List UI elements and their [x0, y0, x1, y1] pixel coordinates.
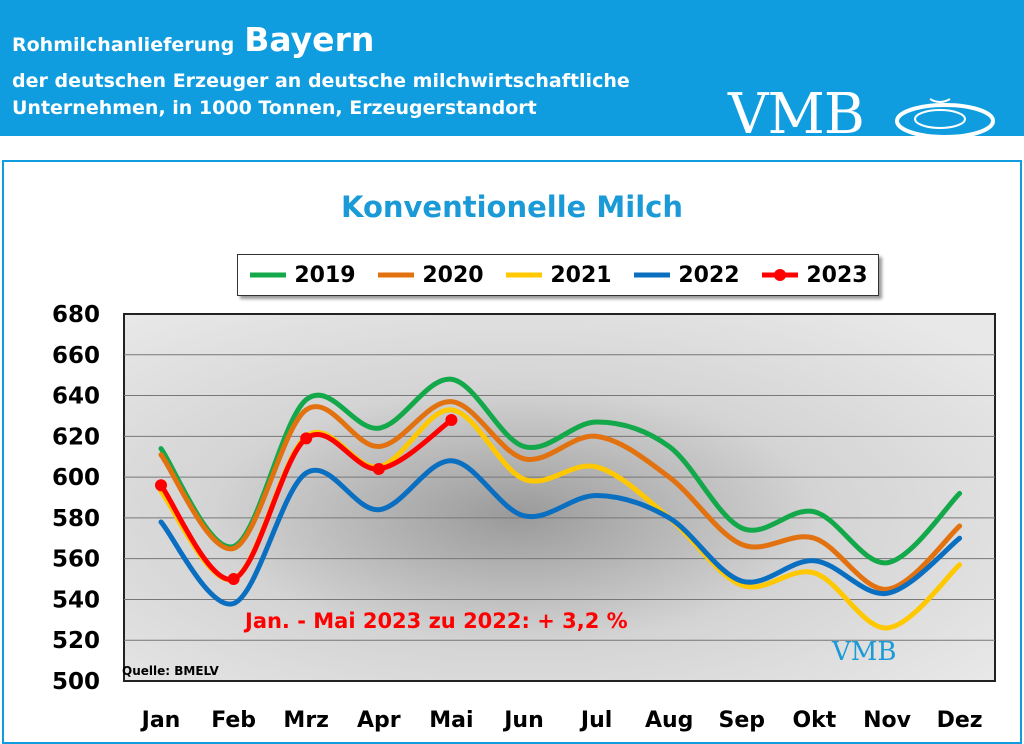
header-line2: der deutschen Erzeuger an deutsche milch… — [12, 70, 630, 92]
x-tick-label: Jun — [502, 708, 544, 733]
x-tick-label: Nov — [863, 708, 912, 733]
x-tick-label: Sep — [719, 708, 766, 733]
y-tick-label: 620 — [52, 424, 100, 450]
legend-item-2019: 2019 — [248, 262, 356, 288]
chart-frame — [2, 160, 1022, 744]
legend-swatch — [634, 272, 671, 278]
legend: 2019 2020 2021 2022 2023 — [237, 254, 879, 296]
plot-area — [123, 313, 996, 682]
header-subtitle: der deutschen Erzeuger an deutsche milch… — [12, 68, 630, 122]
header-line3: Unternehmen, in 1000 Tonnen, Erzeugersta… — [12, 97, 537, 119]
header-title: Rohmilchanlieferung Bayern — [12, 20, 374, 59]
legend-label: 2023 — [806, 262, 868, 288]
x-tick-label: Aug — [645, 708, 693, 733]
header-region: Bayern — [244, 20, 375, 59]
x-tick-label: Jul — [579, 708, 612, 733]
x-tick-label: Mrz — [283, 708, 329, 733]
legend-swatch — [506, 272, 543, 278]
y-tick-label: 580 — [52, 506, 100, 532]
data-point-2023 — [300, 432, 313, 445]
legend-item-2022: 2022 — [632, 262, 740, 288]
data-point-2023 — [155, 479, 167, 492]
header-banner: Rohmilchanlieferung Bayern der deutschen … — [0, 0, 1024, 147]
x-tick-label: Apr — [357, 708, 401, 733]
y-tick-label: 500 — [52, 669, 100, 695]
x-tick-label: Feb — [211, 708, 256, 733]
x-tick-label: Jan — [140, 708, 181, 733]
vmb-swirl-icon — [894, 97, 995, 139]
vmb-logo: VMB — [728, 82, 995, 149]
y-tick-label: 600 — [52, 465, 100, 491]
legend-item-2023: 2023 — [760, 262, 868, 288]
watermark-logo: VMB — [831, 637, 897, 667]
x-tick-label: Mai — [429, 708, 473, 733]
data-point-2023 — [445, 414, 458, 427]
y-tick-label: 540 — [52, 587, 100, 613]
series-line-2020 — [158, 399, 963, 592]
legend-label: 2020 — [422, 262, 484, 288]
chart-title: Konventionelle Milch — [340, 190, 683, 224]
legend-label: 2021 — [550, 262, 612, 288]
legend-item-2020: 2020 — [376, 262, 484, 288]
series-line-2022 — [158, 458, 963, 607]
y-tick-label: 640 — [52, 384, 100, 410]
legend-label: 2019 — [294, 262, 356, 288]
header-line1: Rohmilchanlieferung — [12, 34, 235, 56]
y-tick-label: 560 — [52, 547, 100, 573]
legend-swatch — [762, 269, 799, 281]
legend-item-2021: 2021 — [504, 262, 612, 288]
y-tick-label: 680 — [52, 302, 100, 328]
data-point-2023 — [227, 573, 240, 586]
series-line-2019 — [158, 376, 963, 566]
x-tick-label: Dez — [937, 708, 983, 733]
legend-swatch — [378, 272, 415, 278]
series-line-2023 — [158, 417, 454, 582]
source-label: Quelle: BMELV — [122, 664, 220, 678]
x-tick-label: Okt — [792, 708, 836, 733]
legend-swatch — [250, 272, 287, 278]
y-tick-label: 520 — [52, 628, 100, 654]
y-tick-label: 660 — [52, 343, 100, 369]
annotation: Jan. - Mai 2023 zu 2022: + 3,2 % — [243, 609, 628, 633]
data-point-2023 — [372, 462, 385, 475]
legend-label: 2022 — [678, 262, 740, 288]
